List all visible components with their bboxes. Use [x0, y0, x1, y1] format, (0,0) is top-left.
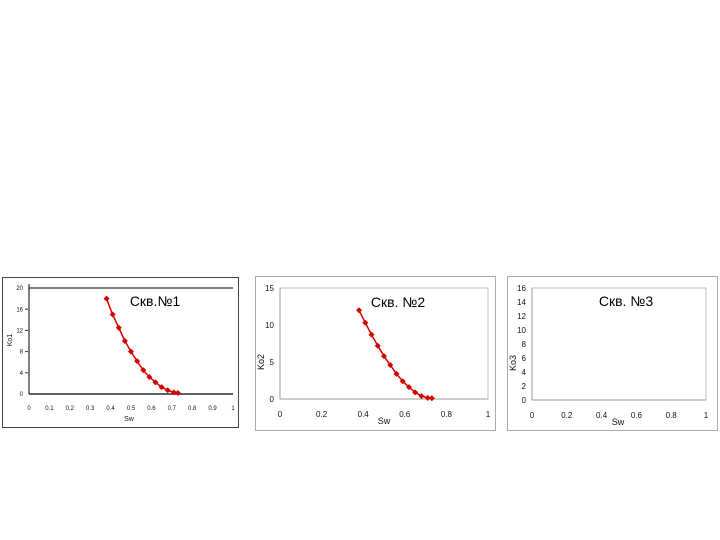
chart2-data-point [405, 384, 412, 391]
chart2-data-point [387, 361, 394, 368]
chart-3-svg: 0 2 4 6 8 10 12 14 16 0 0.2 0.4 0.6 0.8 1 Sw Ko3 Скв. №3 [508, 284, 709, 427]
chart-panel-3: 0 2 4 6 8 10 12 14 16 0 0.2 0.4 0.6 0.8 1 Sw Ko3 Скв. №3 [507, 276, 718, 431]
chart3-y-tick-label: 2 [522, 382, 527, 391]
chart2-data-point [356, 307, 363, 314]
chart2-x-tick-label: 1 [486, 410, 491, 419]
chart3-x-tick-label: 0.8 [666, 411, 678, 420]
chart1-data-point [128, 348, 134, 355]
chart2-data-point [368, 331, 375, 338]
chart1-y-tick-label: 16 [16, 307, 23, 313]
chart1-x-tick-label: 0.1 [45, 406, 54, 412]
chart-1-svg: 0 4 8 12 16 20 0 0.1 0.2 0.3 0.4 0.5 0.6 0.7 0.8 0.9 1 Sw… [7, 284, 235, 423]
chart3-x-axis-label: Sw [612, 417, 625, 427]
chart2-x-tick-label: 0.8 [441, 410, 453, 419]
chart1-data-point [140, 367, 147, 374]
chart1-data-point [158, 384, 165, 391]
chart1-y-axis-label: Ko1 [7, 334, 14, 347]
chart1-x-tick-label: 1 [231, 406, 235, 412]
chart2-data-point [374, 342, 381, 349]
chart2-x-axis-label: Sw [378, 416, 391, 426]
chart2-x-tick-label: 0.6 [399, 410, 411, 419]
chart3-title: Скв. №3 [599, 293, 653, 309]
chart1-y-tick-label: 4 [20, 371, 24, 377]
chart2-data-point [418, 393, 425, 400]
chart1-y-tick-label: 12 [16, 329, 23, 335]
chart1-x-tick-label: 0.8 [188, 406, 197, 412]
chart1-x-tick-label: 0 [27, 406, 31, 412]
chart1-data-point [170, 389, 177, 396]
chart1-data-point [174, 389, 181, 396]
chart2-data-point [428, 395, 435, 402]
chart1-y-tick-label: 20 [16, 286, 23, 292]
chart2-series-line [358, 309, 432, 400]
chart3-y-tick-label: 16 [517, 284, 526, 293]
chart1-series-line [105, 298, 178, 394]
chart1-data-point [152, 379, 159, 386]
chart2-y-tick-label: 15 [265, 284, 274, 293]
chart1-data-point [103, 295, 110, 302]
chart2-x-tick-label: 0 [278, 410, 283, 419]
chart1-data-point [115, 324, 122, 331]
chart2-title: Скв. №2 [371, 294, 425, 310]
chart1-x-axis-label: Sw [124, 416, 135, 423]
chart1-y-tick-label: 0 [20, 392, 24, 398]
chart2-y-tick-label: 0 [270, 395, 275, 404]
chart3-y-tick-label: 6 [522, 354, 527, 363]
chart2-data-point [424, 394, 431, 401]
chart1-x-tick-label: 0.4 [106, 406, 115, 412]
chart3-x-tick-label: 0 [530, 411, 535, 420]
chart1-data-point [164, 387, 171, 394]
chart3-y-tick-label: 0 [522, 396, 527, 405]
chart1-data-point [121, 338, 128, 344]
chart2-y-tick-label: 10 [265, 321, 274, 330]
chart-2-svg: 0 5 10 15 0 0.2 0.4 0.6 0.8 1 Sw Ko2 Скв. №2 [256, 284, 491, 426]
chart-panel-2: 0 5 10 15 0 0.2 0.4 0.6 0.8 1 Sw Ko2 Скв. №2 [255, 276, 496, 431]
chart1-title: Скв.№1 [130, 293, 181, 309]
chart2-y-axis-label: Ko2 [256, 354, 266, 370]
chart1-x-tick-label: 0.7 [168, 406, 177, 412]
chart3-y-axis-label: Ko3 [508, 355, 518, 371]
chart1-data-point [109, 311, 116, 318]
chart3-x-tick-label: 1 [704, 411, 709, 420]
chart1-data-point [146, 374, 153, 381]
chart3-y-tick-label: 8 [522, 340, 527, 349]
chart3-y-tick-label: 10 [517, 326, 526, 335]
chart-panel-1: 0 4 8 12 16 20 0 0.1 0.2 0.3 0.4 0.5 0.6 0.7 0.8 0.9 1 Sw… [2, 277, 239, 428]
chart3-x-tick-label: 0.2 [561, 411, 573, 420]
chart2-y-tick-label: 5 [270, 358, 275, 367]
chart1-data-point [134, 358, 141, 365]
chart1-x-tick-label: 0.6 [147, 406, 156, 412]
chart3-y-tick-label: 4 [522, 368, 527, 377]
chart1-x-tick-label: 0.3 [86, 406, 95, 412]
chart2-data-point [362, 319, 369, 326]
chart3-y-tick-label: 12 [517, 312, 526, 321]
chart1-y-tick-label: 8 [20, 350, 24, 356]
chart2-data-point [399, 378, 406, 385]
chart1-x-tick-label: 0.9 [208, 406, 217, 412]
chart2-x-tick-label: 0.4 [358, 410, 370, 419]
chart1-x-tick-label: 0.5 [127, 406, 136, 412]
chart2-data-point [393, 370, 400, 377]
chart2-data-point [381, 353, 387, 360]
chart2-x-tick-label: 0.2 [316, 410, 328, 419]
chart3-x-tick-label: 0.6 [631, 411, 643, 420]
chart1-x-tick-label: 0.2 [66, 406, 75, 412]
chart2-data-point [412, 389, 419, 396]
chart3-x-tick-label: 0.4 [596, 411, 608, 420]
chart3-y-tick-label: 14 [517, 298, 526, 307]
